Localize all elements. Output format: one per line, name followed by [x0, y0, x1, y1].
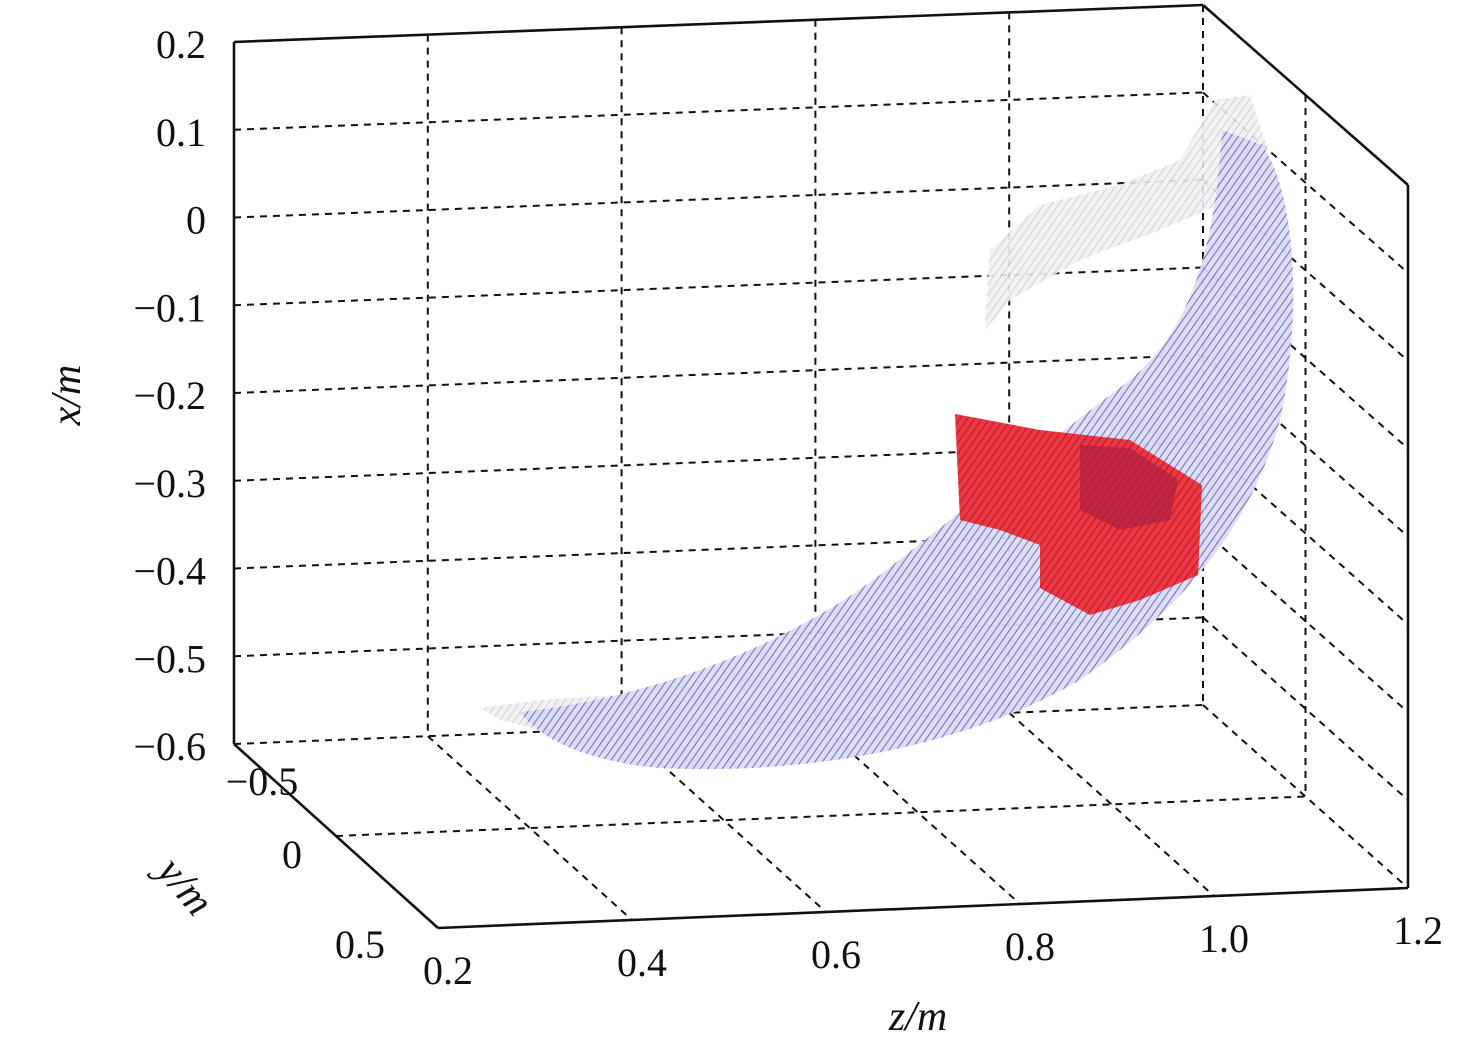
axis-frame-bottom-front: [437, 886, 1409, 930]
x-tick-label: −0.2: [133, 373, 206, 418]
z-tick-label: 0.6: [811, 932, 861, 977]
red-region-overlap: [1080, 445, 1178, 530]
grid-line-x: [233, 179, 1204, 219]
grid-line-x: [233, 91, 1204, 131]
z-tick-label: 0.4: [617, 940, 667, 985]
x-tick-label: 0: [186, 198, 206, 243]
grid-line-y: [335, 795, 1306, 837]
blue-arc-band: [520, 130, 1294, 770]
y-tick-label: 0: [282, 832, 302, 877]
x-tick-label: −0.6: [133, 724, 206, 769]
grid-line-x: [233, 266, 1204, 307]
grid-line-z: [427, 735, 633, 921]
z-axis-label: z/m: [888, 994, 947, 1040]
axis-frame-top: [233, 3, 1204, 44]
x-tick-label: −0.5: [133, 636, 206, 681]
grid-line-x: [1202, 704, 1409, 889]
x-tick-label: 0.1: [156, 110, 206, 155]
grid-line-x: [1202, 529, 1409, 713]
y-tick-label: −0.5: [226, 759, 299, 804]
z-tick-label: 0.8: [1005, 924, 1055, 969]
tick-labels: 0.2 0.1 0 −0.1 −0.2 −0.3 −0.4 −0.5 −0.6 0.2 0.4 0.6…: [133, 22, 1443, 993]
data-surfaces: [480, 95, 1294, 770]
z-tick-label: 1.2: [1393, 908, 1443, 953]
x-tick-label: −0.1: [133, 285, 206, 330]
grid-line-x: [1202, 616, 1409, 801]
z-tick-label: 1.0: [1199, 916, 1249, 961]
grid-line-z: [1008, 712, 1215, 897]
y-tick-label: 0.5: [335, 922, 385, 967]
y-axis-label: y/m: [145, 846, 222, 925]
x-tick-label: −0.4: [133, 549, 206, 594]
grey-haze-region: [985, 95, 1268, 330]
x-tick-label: −0.3: [133, 461, 206, 506]
x-tick-label: 0.2: [156, 22, 206, 67]
x-axis-label: x/m: [44, 365, 90, 427]
z-tick-label: 0.2: [423, 948, 473, 993]
grid-line-x: [233, 354, 1204, 394]
